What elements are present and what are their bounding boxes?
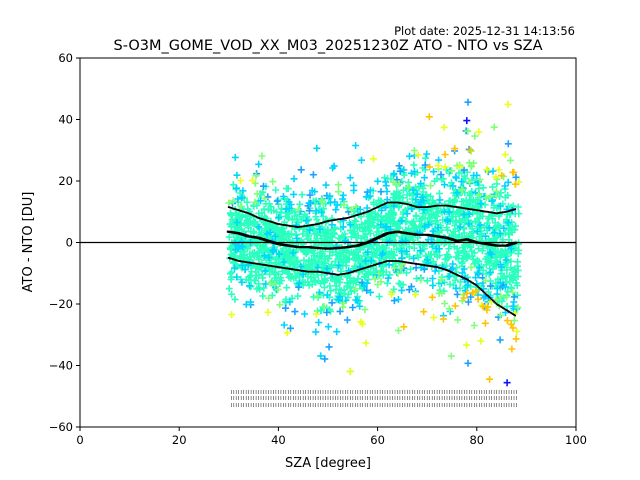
x-axis: 0 20 40 60 80 100 <box>76 427 587 447</box>
y-tick-label: −20 <box>49 297 73 311</box>
y-tick-label: −60 <box>49 420 73 434</box>
y-axis: −60 −40 −20 0 20 40 60 <box>49 51 80 434</box>
x-tick-label: 100 <box>565 433 587 447</box>
plot-date: Plot date: 2025-12-31 14:13:56 <box>394 24 575 38</box>
spread-line <box>227 201 517 228</box>
statistic-lines <box>226 201 518 317</box>
y-tick-label: −40 <box>49 359 73 373</box>
scatter-points <box>463 117 511 387</box>
scatter-cloud <box>225 98 523 387</box>
bin-count-labels <box>231 390 517 407</box>
scatter-points <box>231 142 521 360</box>
x-tick-label: 0 <box>76 433 83 447</box>
chart-title: S-O3M_GOME_VOD_XX_M03_20251230Z ATO - NT… <box>113 38 542 54</box>
y-tick-label: 60 <box>58 51 73 65</box>
mean-line <box>226 230 518 250</box>
y-tick-label: 20 <box>58 174 73 188</box>
y-tick-label: 0 <box>66 236 73 250</box>
scatter-points <box>400 113 520 383</box>
y-axis-label: ATO - NTO [DU] <box>21 192 36 293</box>
bin-count-marks <box>231 390 517 407</box>
y-tick-label: 40 <box>58 113 73 127</box>
x-axis-label: SZA [degree] <box>285 456 371 471</box>
x-tick-label: 60 <box>370 433 385 447</box>
x-tick-label: 80 <box>469 433 484 447</box>
x-tick-label: 20 <box>172 433 187 447</box>
spread-line <box>227 257 517 317</box>
x-tick-label: 40 <box>271 433 286 447</box>
